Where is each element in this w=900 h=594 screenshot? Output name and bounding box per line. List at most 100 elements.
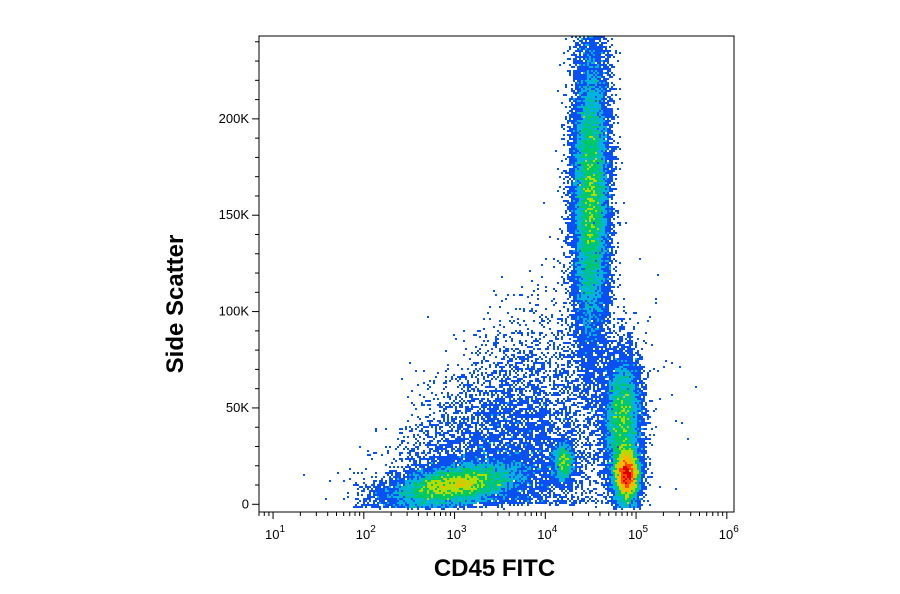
density-dot: [589, 376, 591, 378]
density-dot: [575, 362, 577, 364]
density-dot: [581, 130, 583, 132]
density-dot: [579, 168, 581, 170]
density-dot: [599, 182, 601, 184]
density-dot: [577, 228, 579, 230]
density-dot: [477, 382, 479, 384]
density-dot: [621, 352, 623, 354]
density-dot: [575, 120, 577, 122]
density-dot: [591, 152, 593, 154]
density-dot: [477, 388, 479, 390]
density-dot: [611, 368, 613, 370]
density-dot: [509, 398, 511, 400]
density-dot: [579, 248, 581, 250]
density-dot: [569, 244, 571, 246]
density-dot: [601, 394, 603, 396]
density-dot: [571, 392, 573, 394]
density-dot: [581, 194, 583, 196]
density-dot: [589, 300, 591, 302]
density-dot: [531, 360, 533, 362]
density-dot: [511, 396, 513, 398]
density-dot: [575, 110, 577, 112]
density-dot: [581, 390, 583, 392]
density-dot: [515, 388, 517, 390]
density-dot: [591, 162, 593, 164]
density-dot: [581, 50, 583, 52]
density-dot: [567, 316, 569, 318]
density-dot: [581, 186, 583, 188]
density-dot: [639, 258, 641, 260]
density-dot: [585, 116, 587, 118]
density-dot: [585, 356, 587, 358]
density-dot: [541, 398, 543, 400]
density-dot: [599, 120, 601, 122]
density-dot: [617, 216, 619, 218]
density-dot: [569, 266, 571, 268]
density-dot: [583, 210, 585, 212]
density-dot: [601, 144, 603, 146]
density-dot: [567, 268, 569, 270]
density-dot: [549, 344, 551, 346]
density-dot: [585, 178, 587, 180]
density-dot: [463, 390, 465, 392]
density-dot: [607, 186, 609, 188]
density-dot: [525, 386, 527, 388]
density-dot: [605, 210, 607, 212]
density-dot: [593, 294, 595, 296]
density-dot: [613, 362, 615, 364]
density-dot: [583, 68, 585, 70]
density-dot: [587, 238, 589, 240]
density-dot: [537, 358, 539, 360]
density-dot: [595, 370, 597, 372]
density-dot: [453, 334, 455, 336]
density-dot: [427, 316, 429, 318]
density-dot: [571, 188, 573, 190]
density-dot: [603, 234, 605, 236]
density-dot: [595, 352, 597, 354]
density-dot: [581, 158, 583, 160]
density-dot: [575, 262, 577, 264]
density-dot: [537, 368, 539, 370]
density-dot: [605, 366, 607, 368]
density-dot: [585, 312, 587, 314]
density-dot: [575, 184, 577, 186]
density-dot: [577, 128, 579, 130]
density-dot: [585, 194, 587, 196]
density-dot: [625, 312, 627, 314]
density-dot: [511, 354, 513, 356]
density-dot: [601, 196, 603, 198]
density-dot: [599, 370, 601, 372]
density-dot: [617, 358, 619, 360]
density-dot: [595, 320, 597, 322]
density-dot: [477, 330, 479, 332]
density-dot: [575, 76, 577, 78]
density-dot: [599, 100, 601, 102]
density-dot: [599, 202, 601, 204]
density-dot: [587, 274, 589, 276]
density-dot: [571, 170, 573, 172]
density-dot: [603, 272, 605, 274]
density-dot: [557, 358, 559, 360]
density-dot: [577, 330, 579, 332]
density-dot: [601, 186, 603, 188]
density-dot: [597, 240, 599, 242]
density-dot: [615, 378, 617, 380]
density-dot: [497, 398, 499, 400]
density-dot: [595, 340, 597, 342]
density-dot: [577, 122, 579, 124]
density-dot: [595, 398, 597, 400]
density-dot: [623, 396, 625, 398]
density-dot: [591, 228, 593, 230]
density-dot: [639, 394, 641, 396]
density-dot: [631, 372, 633, 374]
density-dot: [593, 208, 595, 210]
density-dot: [597, 340, 599, 342]
plot-area: [303, 36, 697, 510]
density-dot: [577, 278, 579, 280]
density-dot: [581, 214, 583, 216]
density-dot: [561, 388, 563, 390]
density-dot: [577, 210, 579, 212]
density-dot: [591, 172, 593, 174]
density-dot: [603, 246, 605, 248]
density-dot: [581, 310, 583, 312]
density-dot: [445, 386, 447, 388]
